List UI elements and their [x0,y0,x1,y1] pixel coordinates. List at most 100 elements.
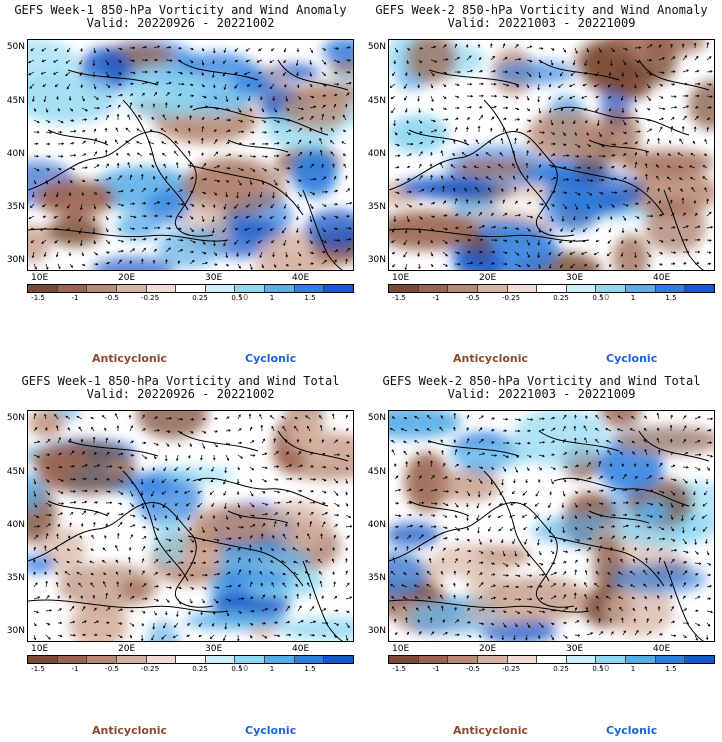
wind-arrowhead [657,152,660,156]
wind-vector [430,187,434,193]
wind-arrowhead [539,175,543,179]
wind-arrowhead [526,150,529,153]
wind-vector [526,634,528,641]
wind-arrowhead [504,429,507,433]
wind-arrowhead [466,126,469,130]
wind-vector [67,203,71,209]
wind-vector [392,227,396,233]
vorticity-shade [267,499,332,547]
wind-arrowhead [492,573,496,576]
wind-arrowhead [585,120,588,124]
wind-vector [622,47,628,51]
wind-vector [129,466,134,471]
wind-arrowhead [586,49,590,53]
wind-vector [234,83,239,89]
wind-vector [129,478,134,484]
wind-vector [690,177,696,181]
wind-vector [574,620,579,624]
wind-arrowhead [250,581,253,585]
wind-vector [658,239,664,243]
wind-arrowhead [241,168,244,171]
wind-vector [125,127,131,133]
wind-arrowhead [670,125,674,129]
wind-arrowhead [295,230,299,234]
wind-arrowhead [668,140,672,143]
wind-arrowhead [418,110,421,114]
cyclonic-label: Cyclonic [606,352,658,365]
wind-vector [466,226,472,229]
wind-vector [212,215,215,222]
wind-arrowhead [584,263,587,267]
wind-arrowhead [336,623,340,626]
wind-arrowhead [95,489,99,493]
colorbar-swatch [146,656,177,663]
wind-arrowhead [575,491,578,494]
wind-arrowhead [506,83,510,87]
wind-arrowhead [250,622,254,626]
wind-vector [165,215,172,217]
wind-vector [225,610,230,616]
wind-arrowhead [227,129,231,133]
wind-vector [677,152,684,157]
wind-arrowhead [252,169,256,172]
wind-vector [514,610,520,614]
wind-arrowhead [564,561,567,564]
wind-arrowhead [168,560,172,564]
wind-vector [249,179,252,185]
wind-arrowhead [662,107,666,111]
wind-arrowhead [191,229,194,232]
wind-arrowhead [454,43,458,47]
wind-vector [562,426,566,432]
wind-arrowhead [296,593,299,597]
wind-arrowhead [416,451,419,455]
wind-arrowhead [672,82,676,86]
wind-arrowhead [239,611,242,614]
wind-vector [502,585,509,588]
wind-arrowhead [92,74,96,78]
wind-arrowhead [263,120,267,123]
wind-vector [225,466,227,473]
wind-arrowhead [433,535,437,538]
wind-arrowhead [620,451,623,455]
wind-arrowhead [505,95,509,99]
wind-arrowhead [434,502,438,505]
wind-arrowhead [430,264,434,268]
wind-arrowhead [660,503,663,507]
wind-arrowhead [563,425,566,429]
wind-arrowhead [550,539,553,543]
colorbar-tick-label: 1 [630,665,636,673]
wind-arrowhead [453,570,457,573]
coastline [553,106,690,136]
wind-arrowhead [488,493,492,496]
wind-arrowhead [685,238,689,242]
wind-arrowhead [80,523,84,526]
wind-vector [461,152,468,157]
wind-arrowhead [670,43,673,47]
wind-arrowhead [185,503,189,507]
wind-vector [490,106,497,109]
wind-vector [594,251,600,255]
wind-arrowhead [670,505,674,508]
wind-arrowhead [634,161,638,165]
wind-arrowhead [71,141,75,145]
wind-vector [65,415,71,420]
wind-arrowhead [693,200,697,203]
wind-arrowhead [417,254,420,257]
wind-arrowhead [440,415,444,418]
wind-arrowhead [482,225,485,228]
wind-vector [646,618,649,624]
wind-arrowhead [204,587,207,590]
wind-arrowhead [426,570,430,574]
wind-arrowhead [59,130,63,134]
wind-vector [249,514,255,517]
wind-vector [646,139,650,145]
wind-arrowhead [259,195,263,198]
wind-arrowhead [585,415,588,418]
wind-vector [538,95,540,102]
wind-arrowhead [671,528,674,532]
wind-arrowhead [697,468,701,471]
wind-arrowhead [552,153,556,156]
wind-arrowhead [131,609,134,613]
lon-label-30e: 30E [566,273,584,283]
wind-vector [64,571,71,576]
